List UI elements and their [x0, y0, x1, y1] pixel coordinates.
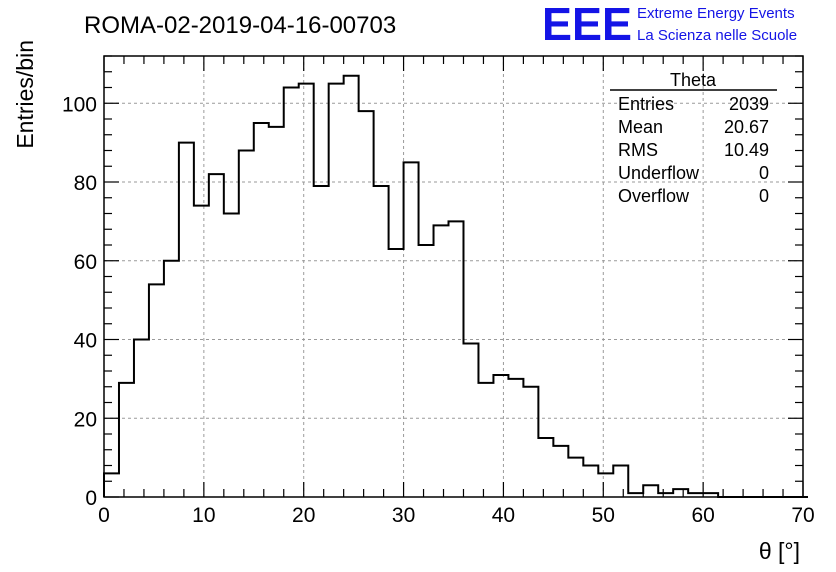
plot-frame: [103, 55, 804, 498]
x-axis-label: θ [°]: [759, 538, 800, 564]
y-tick-label: 80: [74, 172, 97, 195]
logo: EEE Extreme Energy Events La Scienza nel…: [542, 0, 797, 50]
stats-mean-label: Mean: [618, 117, 663, 137]
stats-title: Theta: [670, 70, 717, 90]
y-tick-label: 60: [74, 251, 97, 274]
axis-ticks: [103, 55, 804, 498]
logo-mark: EEE: [542, 0, 632, 50]
stats-mean-value: 20.67: [724, 117, 769, 137]
y-tick-label: 40: [74, 330, 97, 353]
stats-box: Theta Entries 2039 Mean 20.67 RMS 10.49 …: [610, 70, 777, 206]
x-tick-label: 70: [791, 504, 814, 527]
grid-lines: [104, 56, 803, 497]
stats-underflow-label: Underflow: [618, 163, 700, 183]
stats-overflow-label: Overflow: [618, 186, 690, 206]
x-tick-label: 40: [492, 504, 515, 527]
stats-entries-label: Entries: [618, 94, 674, 114]
stats-entries-value: 2039: [729, 94, 769, 114]
stats-rms-value: 10.49: [724, 140, 769, 160]
y-tick-labels: 0 20 40 60 80 100: [62, 93, 97, 510]
y-tick-label: 100: [62, 93, 97, 116]
y-tick-label: 20: [74, 408, 97, 431]
logo-line-2: La Scienza nelle Scuole: [637, 27, 797, 44]
y-tick-label: 0: [85, 487, 97, 510]
x-tick-label: 60: [691, 504, 714, 527]
x-tick-label: 10: [192, 504, 215, 527]
logo-line-1: Extreme Energy Events: [637, 5, 795, 22]
x-tick-label: 0: [98, 504, 110, 527]
y-axis-label: Entries/bin: [12, 40, 38, 149]
x-tick-label: 50: [592, 504, 615, 527]
histogram-series-line: [103, 74, 808, 498]
stats-overflow-value: 0: [759, 186, 769, 206]
chart-title: ROMA-02-2019-04-16-00703: [84, 12, 396, 39]
x-tick-label: 20: [292, 504, 315, 527]
x-tick-labels: 0 10 20 30 40 50 60 70: [98, 504, 815, 527]
stats-underflow-value: 0: [759, 163, 769, 183]
stats-rms-label: RMS: [618, 140, 658, 160]
x-tick-label: 30: [392, 504, 415, 527]
